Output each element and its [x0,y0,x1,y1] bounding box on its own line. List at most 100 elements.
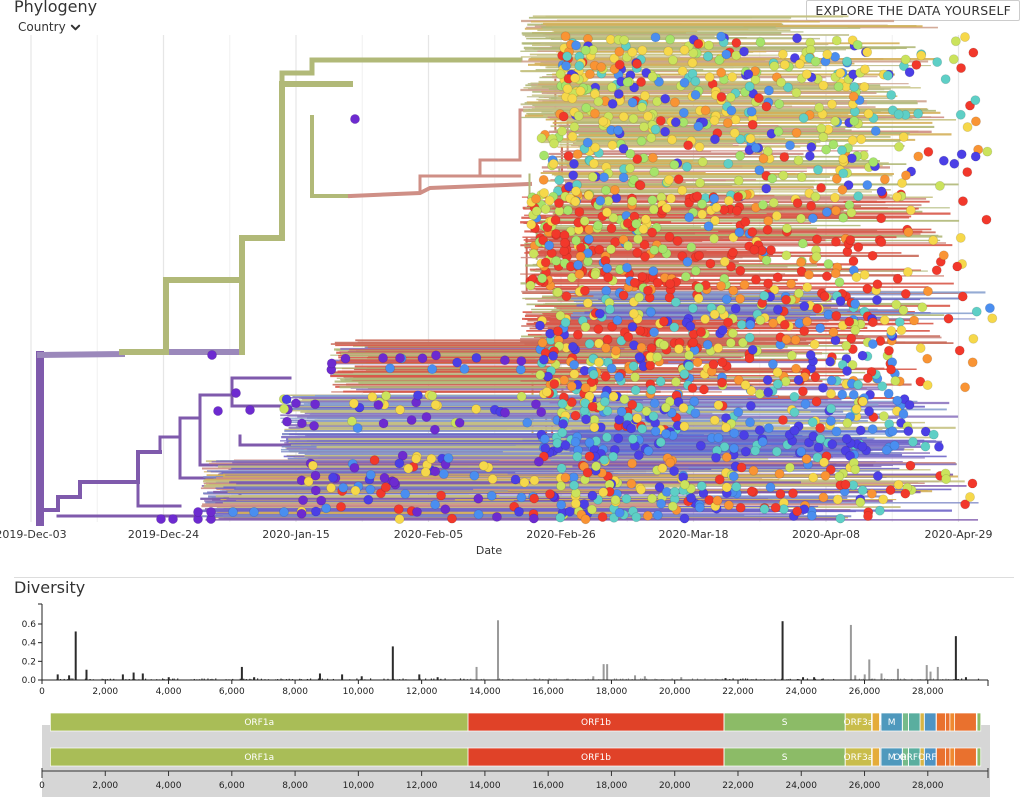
diversity-bar [654,678,656,680]
tree-tip [971,306,982,317]
brush-tick-label: 16,000 [532,781,564,791]
tree-tip [349,114,360,125]
gene-n4 [954,747,977,767]
tree-tip [631,512,642,523]
tree-tip [648,411,659,422]
diversity-peak [253,677,256,680]
tree-tip [589,422,600,433]
tree-tip [922,380,933,391]
diversity-bar [789,678,791,680]
diversity-bar [101,678,103,680]
tree-tip [669,486,680,497]
tree-tip [804,151,815,162]
tree-tip [713,432,724,443]
tree-tip [954,345,965,356]
tree-tip [584,391,595,402]
tree-tip [348,398,359,409]
tree-tip [677,65,688,76]
tree-tip [590,269,601,280]
tree-tip [632,234,643,245]
tree-tip [827,439,838,450]
tree-tip [377,352,388,363]
diversity-bars[interactable] [42,620,988,681]
tree-tip [748,465,759,476]
tree-tip [721,482,732,493]
tree-tip [796,172,807,183]
tree-tip [970,151,981,162]
tree-tip [539,187,550,198]
tree-tip [747,344,758,355]
tree-tip [721,422,732,433]
tree-tip [768,318,779,329]
tree-tip [840,479,851,490]
tree-tip [826,99,837,110]
diversity-bar [704,678,706,680]
tree-tip [686,242,697,253]
tree-tip [551,255,562,266]
tree-tip [535,369,546,380]
tree-tip [654,482,665,493]
tree-tip [626,478,637,489]
tree-tip [290,398,301,409]
tree-tip [703,221,714,232]
brush-tick-label: 2,000 [92,781,118,791]
tree-tip [825,416,836,427]
tree-tip [420,467,431,478]
tree-tip [569,121,580,132]
tree-tip [763,278,774,289]
tree-tip [765,482,776,493]
x-tick-label: 12,000 [406,687,438,697]
genome-position-axis: 0 2,000 4,000 6,000 8,000 10,000 12,000 14,000 1… [39,768,989,791]
color-by-dropdown[interactable]: Country [18,20,81,34]
tree-tip [628,113,639,124]
tree-tip [599,454,610,465]
tree-tip [818,132,829,143]
tree-tip [417,353,428,364]
tree-tip [812,303,823,314]
tree-tip [810,371,821,382]
tree-tip [968,47,979,58]
explore-data-button[interactable]: EXPLORE THE DATA YOURSELF [806,0,1020,21]
tree-tip [593,338,604,349]
tree-tip [889,440,900,451]
tree-tip [673,344,684,355]
tree-tip [657,243,668,254]
tree-tip [549,138,560,149]
gene-orf8 [924,712,937,732]
phylogeny-tree[interactable]: 2019-Dec-03 2019-Dec-24 2020-Jan-15 2020-Fe… [0,0,1024,570]
tree-tip [568,170,579,181]
tree-tip [630,385,641,396]
tree-tip [898,409,909,420]
tree-tip [430,399,441,410]
tree-tip [438,468,449,479]
tree-tip [516,356,527,367]
gene-map-track[interactable]: ORF1a ORF1b S ORF3a M [50,712,982,732]
tree-tip [636,484,647,495]
tree-tip [430,499,441,510]
tree-tip [798,113,809,124]
x-tick-label: 18,000 [596,687,628,697]
tree-tip [627,47,638,58]
tree-tip [785,140,796,151]
diversity-bar [625,678,627,680]
tree-tip [628,308,639,319]
diversity-peak [896,668,899,680]
tree-tip [582,467,593,478]
tree-tip [845,234,856,245]
tree-tip [587,171,598,182]
tree-tip [789,425,800,436]
tree-tip [700,105,711,116]
tree-tip [841,56,852,67]
tree-tip [793,288,804,299]
tree-tip [670,117,681,128]
diversity-peak [863,674,866,680]
tree-tip [804,269,815,280]
tree-tip [922,286,933,297]
diversity-bar [874,678,876,680]
tree-tip [949,158,960,169]
tree-tip [938,250,949,261]
tree-tip [781,223,792,234]
gene-orf10 [976,712,982,732]
tree-tip [515,364,526,375]
